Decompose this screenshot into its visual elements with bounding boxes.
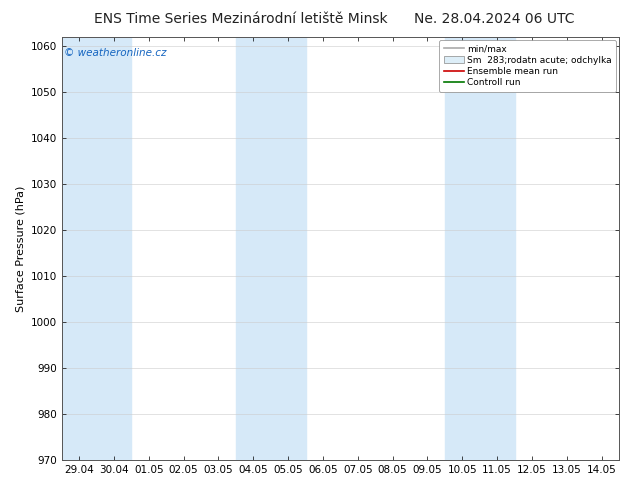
Text: © weatheronline.cz: © weatheronline.cz: [65, 48, 167, 58]
Bar: [445, 37, 515, 460]
Y-axis label: Surface Pressure (hPa): Surface Pressure (hPa): [15, 185, 25, 312]
Bar: [61, 37, 131, 460]
Bar: [236, 37, 306, 460]
Text: Ne. 28.04.2024 06 UTC: Ne. 28.04.2024 06 UTC: [414, 12, 575, 26]
Legend: min/max, Sm  283;rodatn acute; odchylka, Ensemble mean run, Controll run: min/max, Sm 283;rodatn acute; odchylka, …: [439, 40, 616, 92]
Text: ENS Time Series Mezinárodní letiště Minsk: ENS Time Series Mezinárodní letiště Mins…: [94, 12, 388, 26]
